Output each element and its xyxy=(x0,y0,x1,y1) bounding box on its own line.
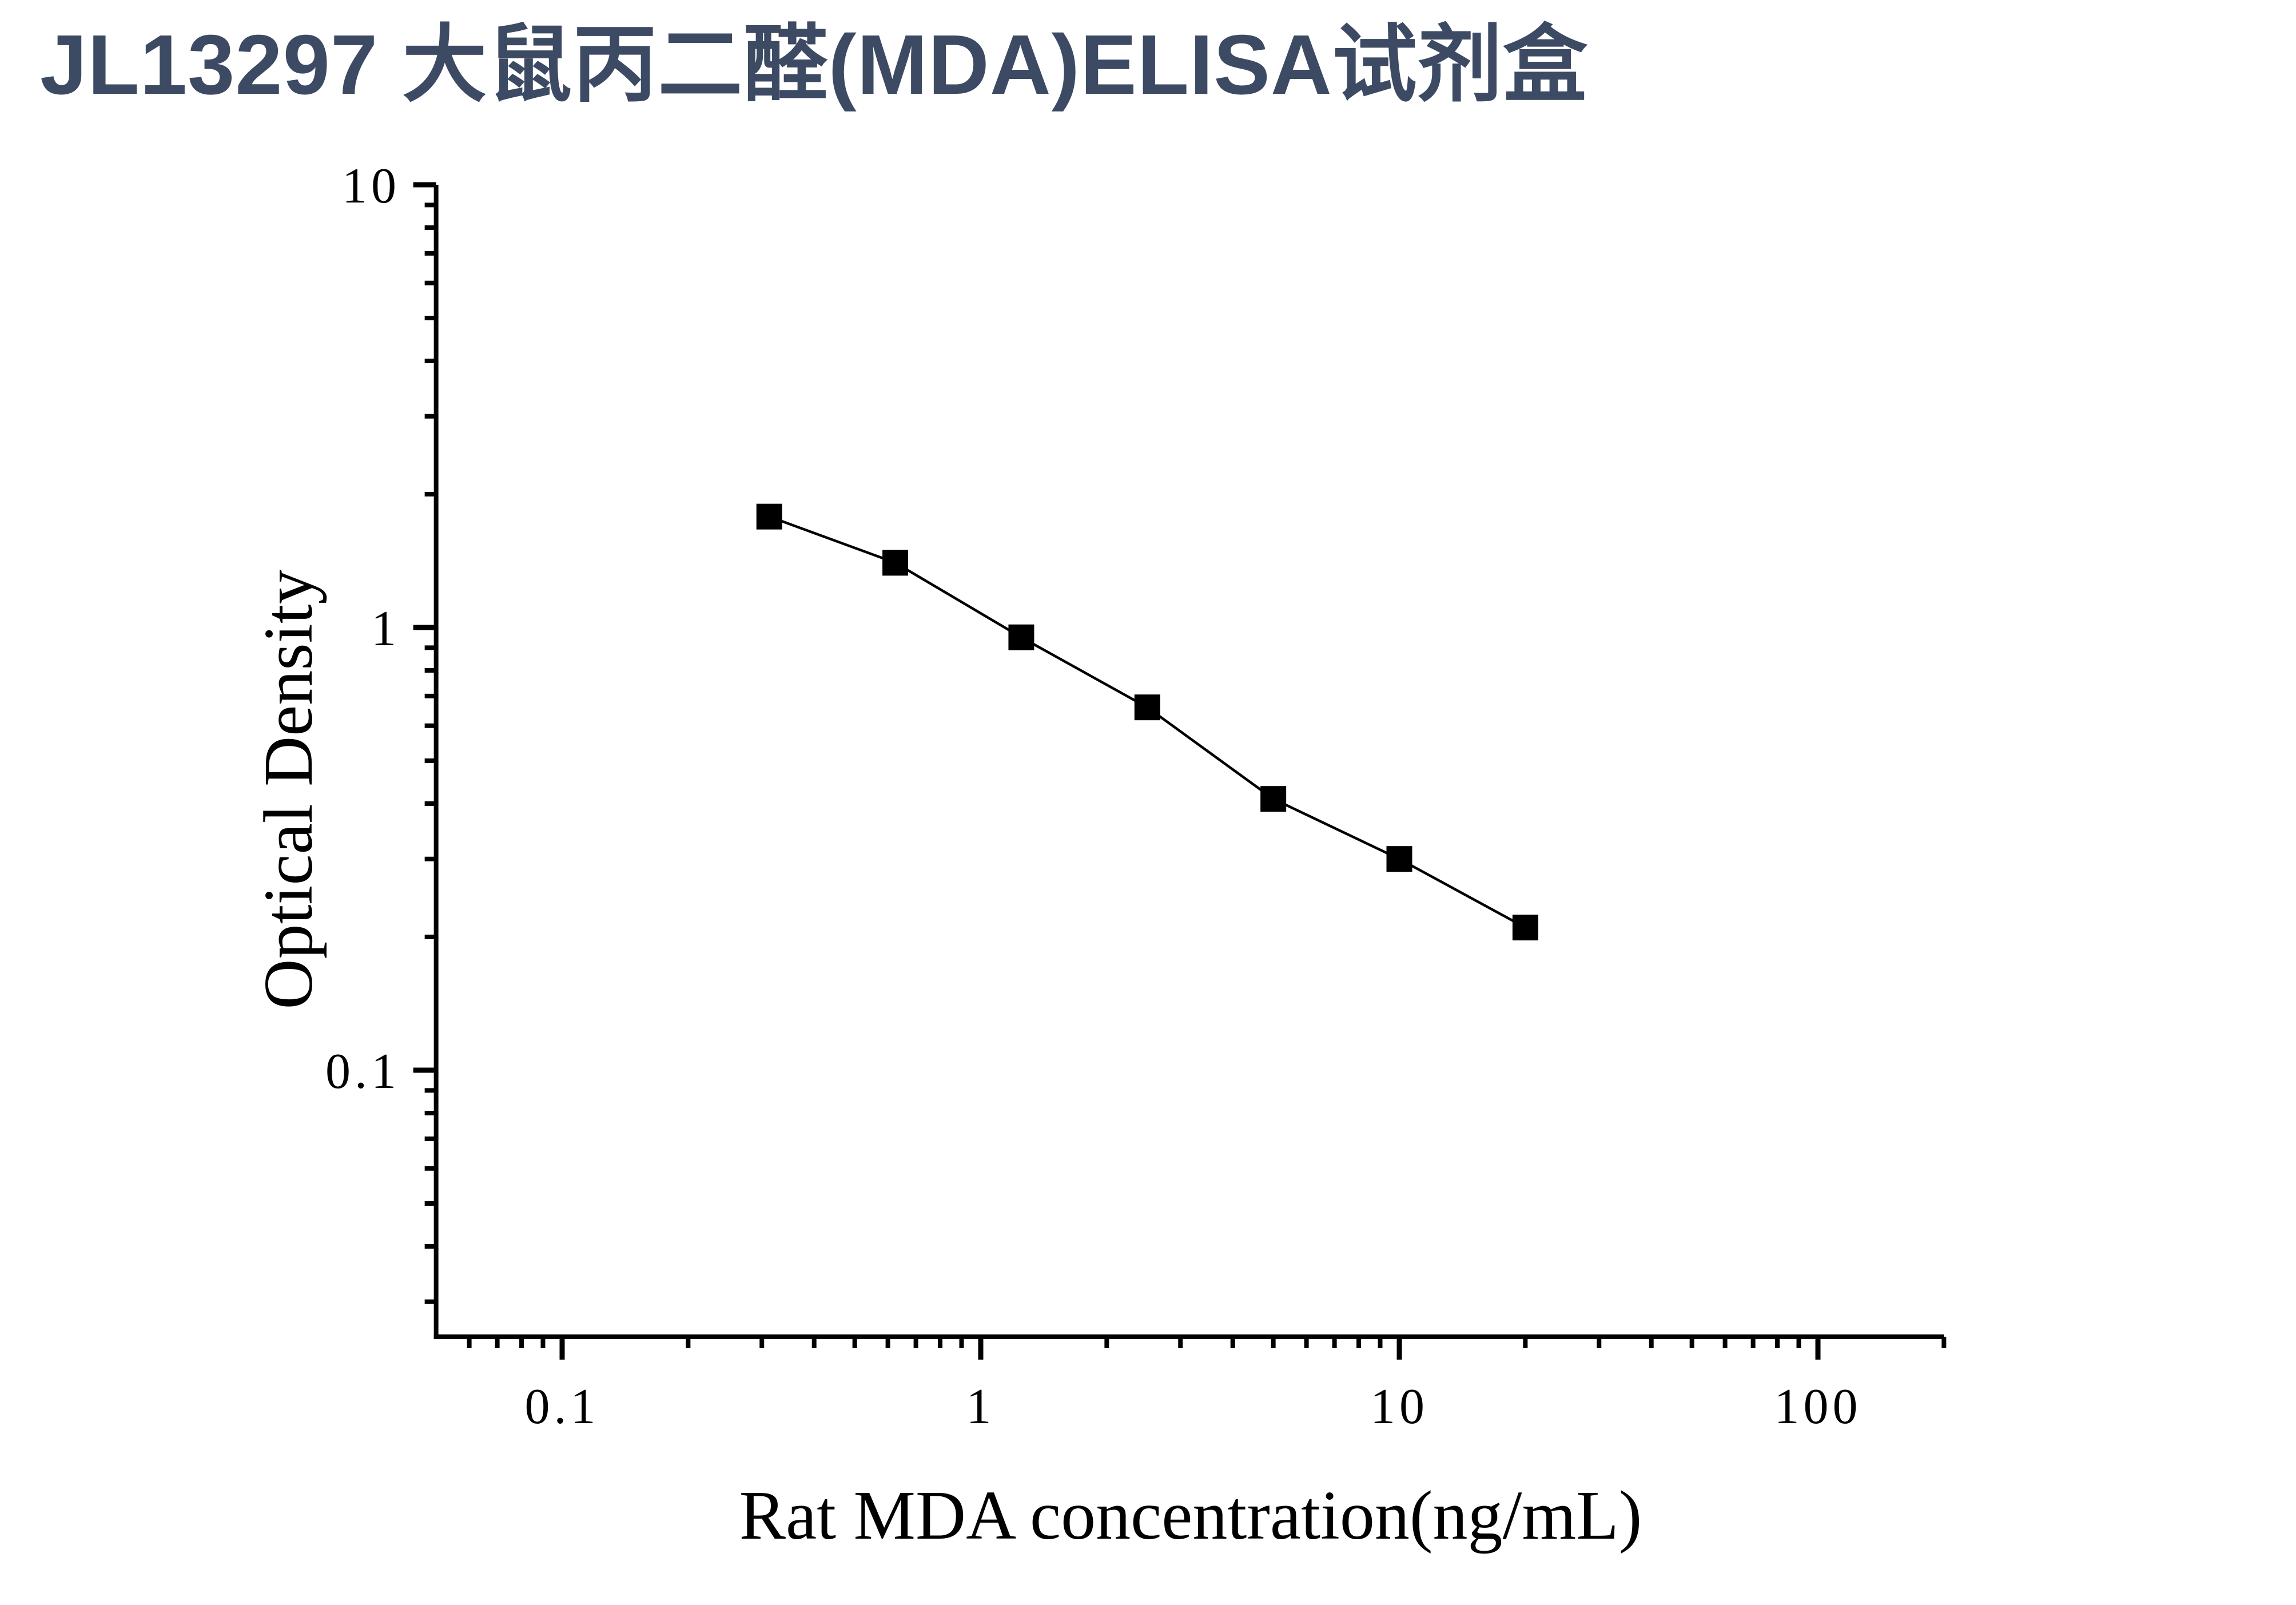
x-tick-label: 100 xyxy=(1774,1379,1862,1435)
data-point-marker xyxy=(1512,915,1538,941)
y-tick-label: 0.1 xyxy=(325,1044,400,1099)
data-point-marker xyxy=(1260,786,1287,812)
x-axis-title: Rat MDA concentration(ng/mL) xyxy=(739,1477,1642,1554)
x-tick-label: 10 xyxy=(1370,1379,1428,1435)
data-point-marker xyxy=(882,550,909,576)
chart-title: JL13297 大鼠丙二醛(MDA)ELISA试剂盒 xyxy=(40,18,1588,112)
x-tick-label: 0.1 xyxy=(525,1379,600,1435)
data-point-marker xyxy=(756,503,782,530)
x-tick-label: 1 xyxy=(966,1379,996,1435)
y-axis-title: Optical Density xyxy=(250,569,327,1010)
y-tick-label: 10 xyxy=(342,158,400,214)
y-tick-label: 1 xyxy=(371,601,400,657)
data-point-marker xyxy=(1008,624,1034,650)
data-point-marker xyxy=(1134,694,1160,721)
data-point-marker xyxy=(1386,846,1412,872)
